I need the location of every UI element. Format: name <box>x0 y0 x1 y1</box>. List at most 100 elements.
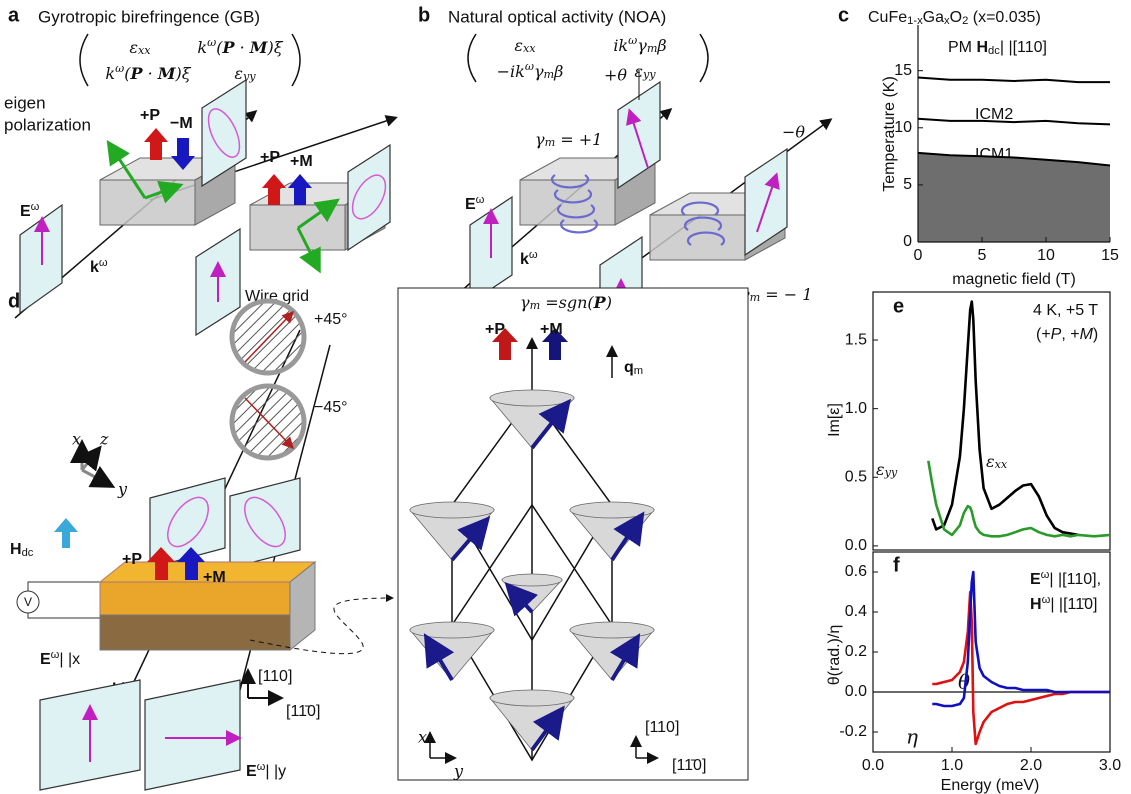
theta-label: −θ <box>782 123 805 142</box>
text-part: M <box>157 64 177 83</box>
x-tick-label: 3.0 <box>1099 757 1121 774</box>
text-part: ω <box>1042 594 1051 606</box>
matrix-cell: εyy <box>634 62 656 82</box>
eigen-label: eigen <box>4 93 46 112</box>
angle-label: −45° <box>314 399 348 416</box>
area <box>918 153 1110 242</box>
text-part: ε <box>129 38 138 57</box>
dir-label: [110] <box>645 719 679 736</box>
y-tick-label: 1.5 <box>845 331 867 348</box>
eigen-label: polarization <box>4 115 91 134</box>
axis-letter: x <box>72 430 81 449</box>
text-part: (x=0.035) <box>968 9 1040 26</box>
text-part: m <box>634 365 643 377</box>
y-axis-label: Im[ε] <box>826 403 843 437</box>
theta-label: +θ <box>604 66 627 85</box>
matrix-cell: εxx <box>514 36 536 56</box>
matrix-cell: kω(P · M)ξ <box>197 36 283 56</box>
text-part: γ <box>520 293 530 312</box>
h-arrow <box>54 518 78 548</box>
text-part: )ξ <box>267 38 284 57</box>
series-label: εxx <box>986 452 1008 472</box>
y-tick-label: 0.0 <box>845 537 867 554</box>
text-part: O <box>950 9 962 26</box>
text-part: γ <box>637 36 647 55</box>
x-tick-label: 10 <box>1037 247 1055 264</box>
crystal <box>250 205 345 250</box>
text-part: E <box>1030 571 1041 588</box>
text-part: P <box>130 64 144 83</box>
text-part: P <box>1051 326 1062 343</box>
panel-label: b <box>418 4 430 26</box>
sample <box>100 615 290 650</box>
pane <box>145 680 240 790</box>
text-part: E <box>40 651 51 668</box>
text-part: · <box>143 64 158 83</box>
figure: a Gyrotropic birefringence (GB) εxx kω(P… <box>0 0 1131 794</box>
text-part: ω <box>525 60 534 73</box>
series-line <box>918 119 1110 125</box>
text-part: PM <box>948 39 976 56</box>
y-tick-label: 0.4 <box>845 603 867 620</box>
x-axis-label: magnetic field (T) <box>952 271 1076 288</box>
text-part: xx <box>138 44 151 57</box>
field-label: Eω| |x <box>40 649 80 668</box>
matrix-cell: kω(P · M)ξ <box>105 62 191 82</box>
text-part: 4 K, +5 T <box>1033 302 1098 319</box>
text-part: )ξ <box>175 64 192 83</box>
text-part: E <box>465 196 476 213</box>
text-part: m <box>647 42 658 55</box>
x-tick-label: 0 <box>914 247 923 264</box>
text-part: · <box>235 38 250 57</box>
text-part: =sgn( <box>540 293 594 312</box>
field-label: Eω <box>20 201 40 220</box>
gamma-label: γm = − 1 <box>740 285 812 305</box>
text-part: Ga <box>923 9 944 26</box>
x-tick-label: 5 <box>978 247 987 264</box>
text-part: γ <box>535 130 545 149</box>
k-label: kω <box>520 249 538 268</box>
series-line <box>928 461 1110 537</box>
text-part: β <box>553 62 563 81</box>
annotation: 4 K, +5 T <box>1033 302 1098 319</box>
text-part: | |x <box>59 651 80 668</box>
m-label: +M <box>540 321 563 338</box>
y-tick-label: 0.5 <box>845 468 867 485</box>
angle-label: +45° <box>314 311 348 328</box>
axis-letter: y <box>453 762 464 781</box>
x-tick-label: 0.0 <box>862 757 884 774</box>
series-name: ε <box>876 460 885 479</box>
x-tick-label: 2.0 <box>1020 757 1042 774</box>
text-part: m <box>750 291 761 304</box>
text-part: m <box>530 299 541 312</box>
text-part: ω <box>51 649 60 661</box>
panel-e: e Im[ε] 4 K, +5 T (+P, +M) εxx εyy <box>826 295 1098 479</box>
text-part: H <box>1030 596 1042 613</box>
series-name: yy <box>884 466 898 479</box>
text-part: −ik <box>497 62 525 81</box>
y-tick-label: 1.0 <box>845 400 867 417</box>
text-part: ω <box>476 194 485 206</box>
axis-letter: y <box>117 480 128 499</box>
series-label: η <box>906 725 918 749</box>
y-tick-label: 0 <box>903 233 912 250</box>
gamma-label: γm = +1 <box>535 130 602 150</box>
annotation: (+P, +M) <box>1036 326 1098 343</box>
dir-label: [11̄0] <box>286 703 320 720</box>
series-name: ε <box>986 452 995 471</box>
text-part: (+ <box>1036 326 1051 343</box>
y-axis-label: θ(rad.)/η <box>826 625 843 685</box>
annotation: Hω| |[11̄0] <box>1030 594 1097 613</box>
dir-label: [11̄0] <box>672 757 706 774</box>
panel-label: d <box>8 290 20 312</box>
p-label: +P <box>122 551 142 568</box>
panel-title: Natural optical activity (NOA) <box>448 7 666 26</box>
matrix-cell: εxx <box>129 38 151 58</box>
text-part: CuFe <box>868 9 907 26</box>
text-part: k <box>90 259 99 276</box>
voltmeter-label: V <box>24 595 32 609</box>
text-part: dc <box>988 45 1000 57</box>
field-label: Eω| |y <box>246 761 286 780</box>
panel-label: c <box>838 4 849 26</box>
y-tick-label: -0.2 <box>839 723 867 740</box>
